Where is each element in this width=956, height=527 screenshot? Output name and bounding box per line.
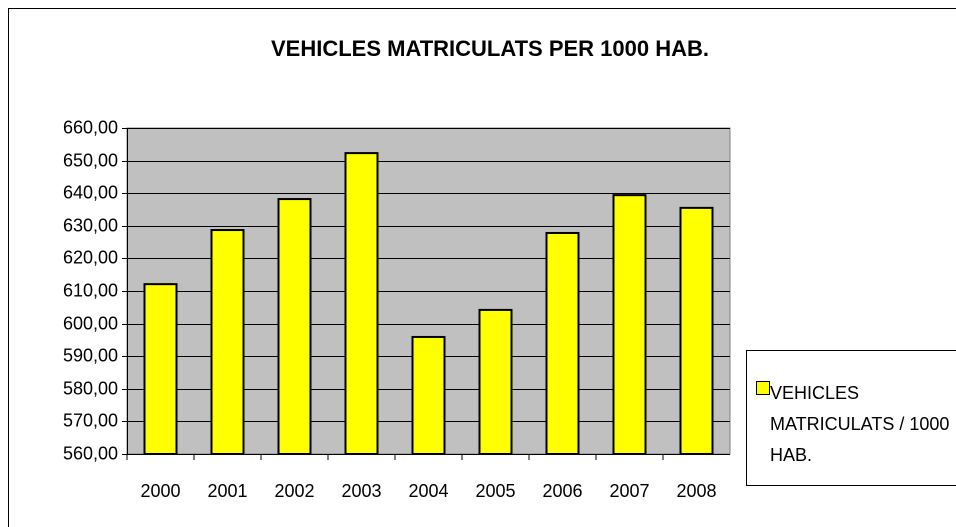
bar (478, 308, 513, 455)
x-tick-label: 2001 (207, 481, 247, 501)
x-tick-label: 2000 (140, 481, 180, 501)
bar (277, 198, 312, 455)
bar (679, 206, 714, 455)
y-tick-label: 640,00 (63, 182, 118, 202)
legend-box (746, 350, 956, 486)
y-tick-label: 620,00 (63, 247, 118, 267)
x-tick-label: 2007 (609, 481, 649, 501)
legend-label: VEHICLES MATRICULATS / 1000 HAB. (770, 383, 950, 465)
x-tick-label: 2006 (542, 481, 582, 501)
y-tick-label: 570,00 (63, 410, 118, 430)
y-tick-label: 560,00 (63, 443, 118, 463)
y-tick-label: 590,00 (63, 345, 118, 365)
x-tick-label: 2004 (408, 481, 448, 501)
chart-title: VEHICLES MATRICULATS PER 1000 HAB. (271, 36, 709, 61)
y-tick-label: 600,00 (63, 313, 118, 333)
bar (411, 335, 446, 455)
x-tick-label: 2008 (676, 481, 716, 501)
bar (143, 283, 178, 455)
bar (210, 229, 245, 455)
y-tick-label: 650,00 (63, 150, 118, 170)
bar (545, 231, 580, 455)
x-tick-label: 2002 (274, 481, 314, 501)
y-tick-label: 660,00 (63, 117, 118, 137)
y-tick-label: 610,00 (63, 280, 118, 300)
y-tick-label: 580,00 (63, 378, 118, 398)
bar (344, 152, 379, 456)
x-tick-label: 2003 (341, 481, 381, 501)
bar (612, 194, 647, 455)
y-tick-label: 630,00 (63, 215, 118, 235)
x-tick-label: 2005 (475, 481, 515, 501)
legend-swatch (756, 381, 770, 395)
